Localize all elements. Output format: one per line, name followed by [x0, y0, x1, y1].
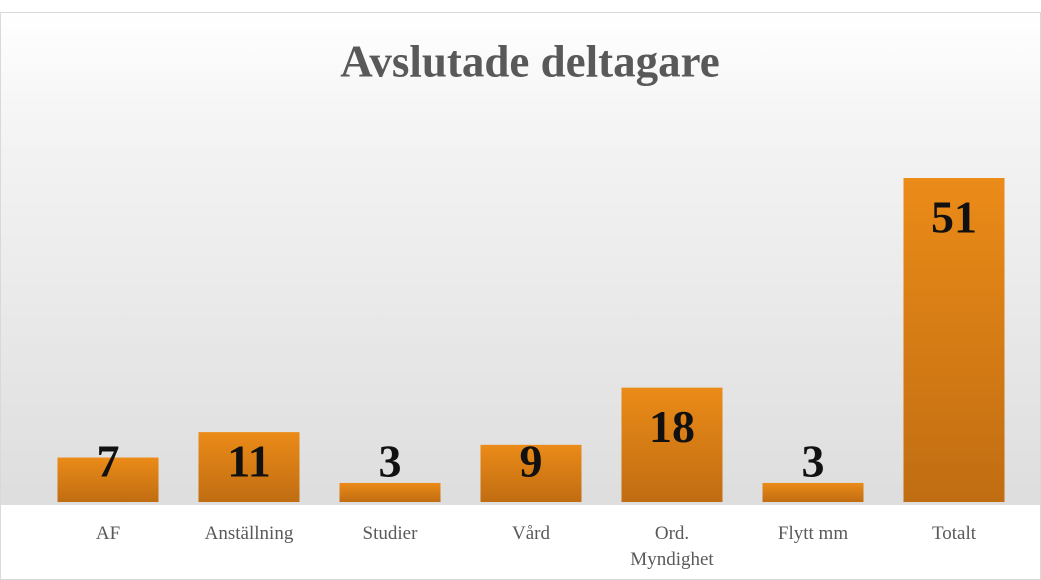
- x-tick-label: AF: [96, 523, 120, 544]
- x-tick-label: Studier: [363, 523, 419, 544]
- bar: [762, 482, 864, 502]
- data-label: 18: [649, 401, 695, 452]
- data-label: 11: [227, 436, 270, 487]
- bar: [57, 457, 159, 502]
- x-tick-label: Vård: [512, 523, 550, 544]
- data-label: 7: [97, 436, 120, 487]
- data-label: 51: [931, 192, 977, 243]
- data-label: 3: [379, 436, 402, 487]
- bar: [339, 482, 441, 502]
- x-tick-label: Anställning: [205, 523, 294, 544]
- bar: [903, 178, 1005, 502]
- x-tick-label: Ord. Myndighet: [630, 523, 714, 570]
- x-tick-label: Totalt: [932, 523, 977, 544]
- data-label: 9: [520, 436, 543, 487]
- bar: [621, 387, 723, 502]
- bar: [480, 444, 582, 502]
- x-tick-label: Flytt mm: [778, 523, 848, 544]
- data-label: 3: [802, 436, 825, 487]
- bar: [198, 432, 300, 502]
- floor: [1, 505, 1040, 579]
- chart-title: Avslutade deltagare: [340, 36, 720, 86]
